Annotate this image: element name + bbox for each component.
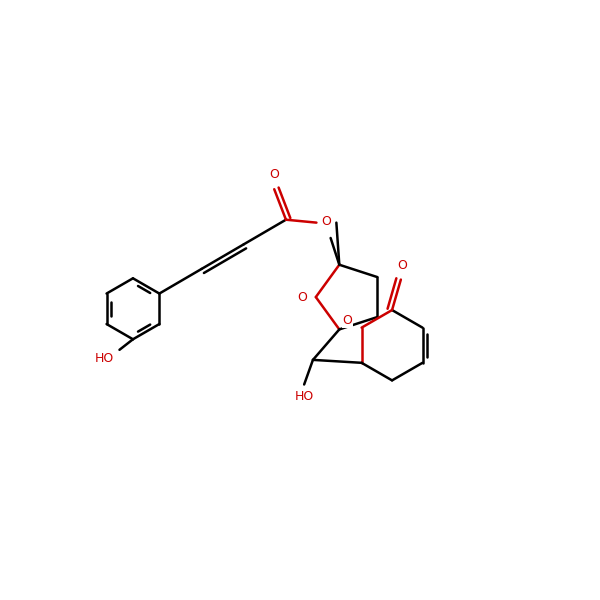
Text: O: O: [297, 290, 307, 304]
Text: O: O: [397, 259, 407, 272]
Text: O: O: [322, 215, 331, 228]
Text: O: O: [343, 314, 352, 327]
Text: HO: HO: [95, 352, 115, 365]
Text: O: O: [269, 168, 279, 181]
Text: HO: HO: [295, 390, 314, 403]
